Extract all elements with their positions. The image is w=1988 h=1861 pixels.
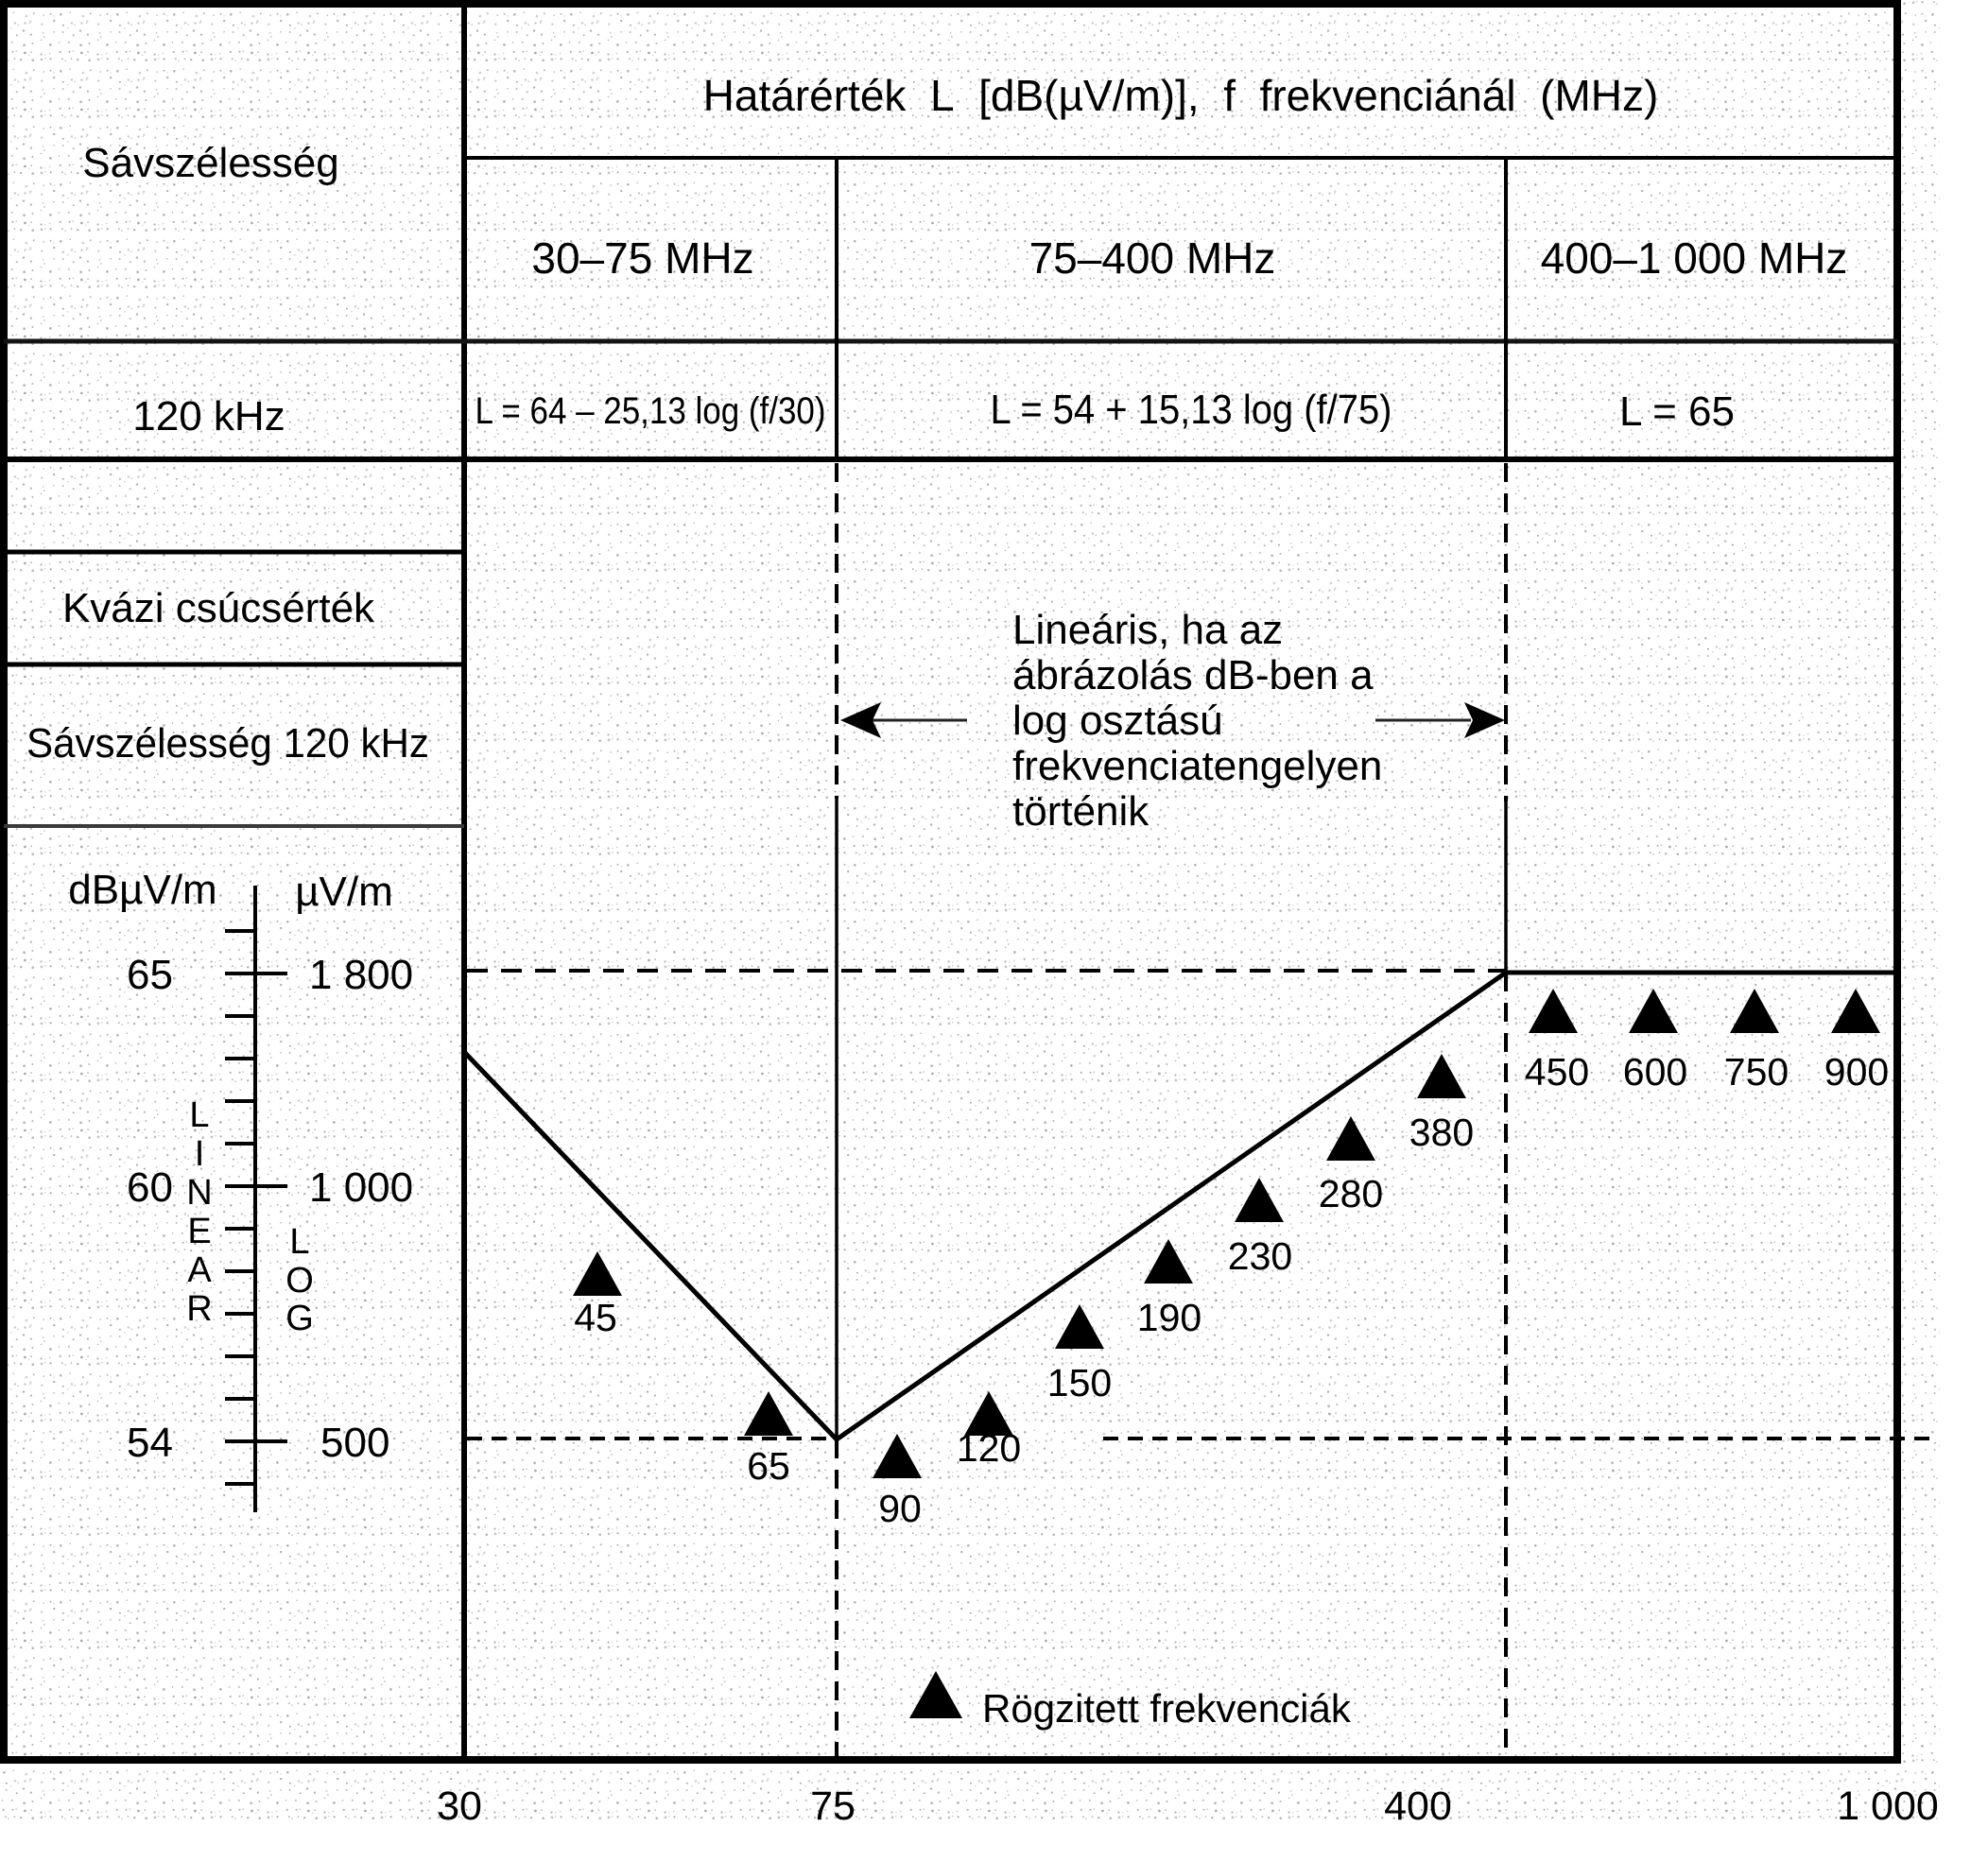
svg-text:log osztású: log osztású (1012, 698, 1223, 744)
svg-text:1 000: 1 000 (1837, 1783, 1939, 1829)
svg-text:30–75 MHz: 30–75 MHz (531, 233, 753, 283)
svg-text:60: 60 (127, 1164, 173, 1211)
svg-text:600: 600 (1623, 1050, 1687, 1094)
svg-text:L = 65: L = 65 (1619, 388, 1735, 435)
svg-text:230: 230 (1228, 1234, 1292, 1278)
svg-text:150: 150 (1047, 1361, 1112, 1404)
svg-text:Kvázi csúcsérték: Kvázi csúcsérték (62, 585, 375, 631)
svg-text:Sávszélesség 120 kHz: Sávszélesség 120 kHz (26, 720, 429, 767)
svg-text:O: O (285, 1261, 314, 1301)
svg-text:65: 65 (127, 952, 173, 998)
svg-text:500: 500 (320, 1420, 389, 1466)
svg-text:történik: történik (1012, 788, 1150, 835)
svg-text:L: L (289, 1222, 309, 1262)
svg-text:E: E (187, 1212, 211, 1251)
svg-text:N: N (186, 1173, 212, 1213)
svg-text:75–400 MHz: 75–400 MHz (1029, 233, 1276, 283)
svg-text:90: 90 (878, 1487, 922, 1530)
svg-text:190: 190 (1137, 1296, 1201, 1339)
svg-text:A: A (187, 1250, 212, 1290)
svg-text:45: 45 (574, 1296, 617, 1339)
svg-text:400: 400 (1384, 1783, 1452, 1829)
svg-text:Rögzitett frekvenciák: Rögzitett frekvenciák (982, 1686, 1352, 1731)
svg-text:Határérték L [dB(µV/m)], f: Határérték L [dB(µV/m)], f frekvenciánál… (703, 71, 1659, 120)
svg-text:L = 64 – 25,13 log (f/30): L = 64 – 25,13 log (f/30) (475, 390, 826, 432)
svg-text:450: 450 (1525, 1050, 1589, 1094)
svg-text:120 kHz: 120 kHz (132, 393, 285, 439)
svg-text:R: R (186, 1289, 212, 1329)
svg-text:900: 900 (1824, 1050, 1889, 1094)
svg-text:L = 54 + 15,13 log (f/75): L = 54 + 15,13 log (f/75) (991, 387, 1392, 433)
svg-text:I: I (195, 1134, 205, 1174)
svg-text:ábrázolás dB-ben a: ábrázolás dB-ben a (1012, 652, 1374, 698)
svg-text:400–1 000 MHz: 400–1 000 MHz (1541, 233, 1848, 283)
svg-text:Sávszélesség: Sávszélesség (82, 140, 338, 186)
svg-text:1 000: 1 000 (309, 1164, 413, 1211)
svg-text:280: 280 (1319, 1172, 1383, 1215)
svg-text:30: 30 (437, 1783, 482, 1829)
svg-text:750: 750 (1724, 1050, 1789, 1094)
svg-text:Lineáris, ha az: Lineáris, ha az (1012, 607, 1283, 653)
svg-text:120: 120 (957, 1426, 1021, 1470)
svg-text:65: 65 (747, 1444, 790, 1488)
svg-text:µV/m: µV/m (295, 869, 393, 915)
svg-text:G: G (285, 1299, 314, 1338)
svg-text:1 800: 1 800 (309, 952, 413, 998)
svg-text:dBµV/m: dBµV/m (68, 867, 216, 913)
svg-text:54: 54 (127, 1420, 173, 1466)
svg-text:frekvenciatengelyen: frekvenciatengelyen (1012, 743, 1382, 789)
svg-text:380: 380 (1409, 1111, 1474, 1154)
svg-text:L: L (189, 1095, 209, 1135)
svg-text:75: 75 (810, 1783, 856, 1829)
